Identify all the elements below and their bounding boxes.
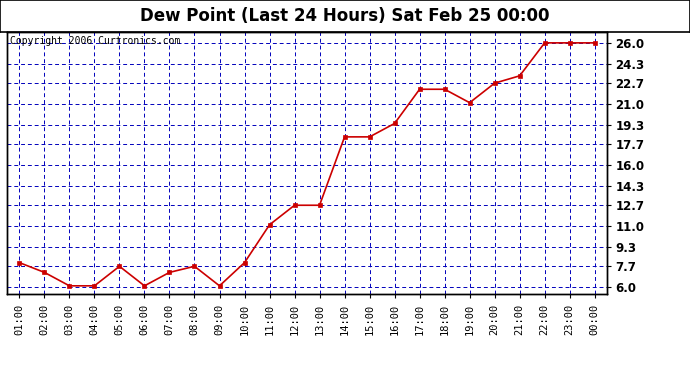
Text: Copyright 2006 Curtronics.com: Copyright 2006 Curtronics.com — [10, 36, 180, 46]
Text: Dew Point (Last 24 Hours) Sat Feb 25 00:00: Dew Point (Last 24 Hours) Sat Feb 25 00:… — [140, 7, 550, 25]
